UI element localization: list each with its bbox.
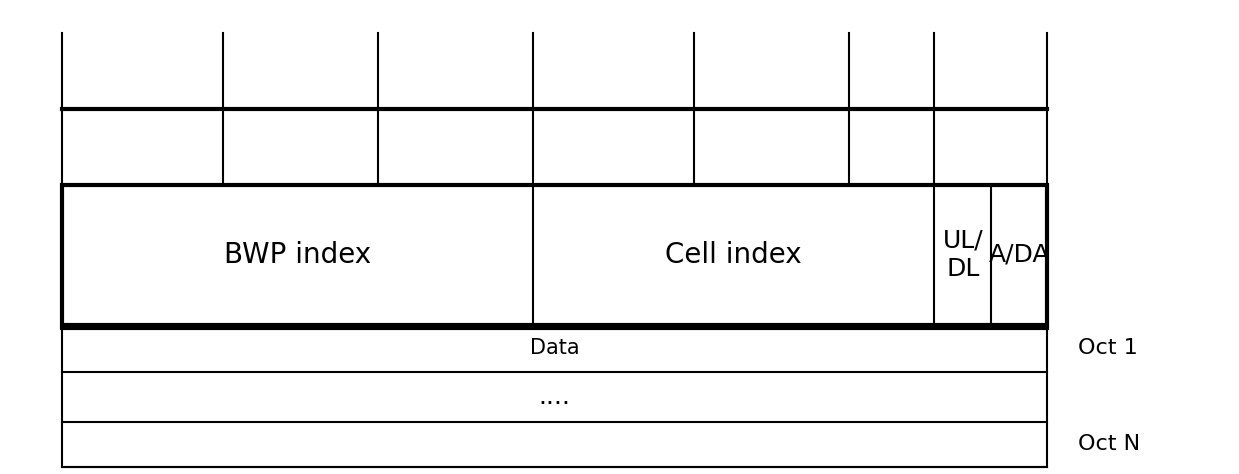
Text: A/DA: A/DA [989,243,1049,267]
Text: UL/
DL: UL/ DL [943,229,983,281]
Text: ....: .... [539,385,570,409]
Text: BWP index: BWP index [224,241,370,269]
Text: Oct N: Oct N [1078,434,1140,454]
Text: Oct 1: Oct 1 [1078,338,1137,358]
Bar [62,325,1047,467]
Text: Data: Data [529,338,580,358]
Text: Cell index: Cell index [665,241,802,269]
Bar [62,185,1047,325]
